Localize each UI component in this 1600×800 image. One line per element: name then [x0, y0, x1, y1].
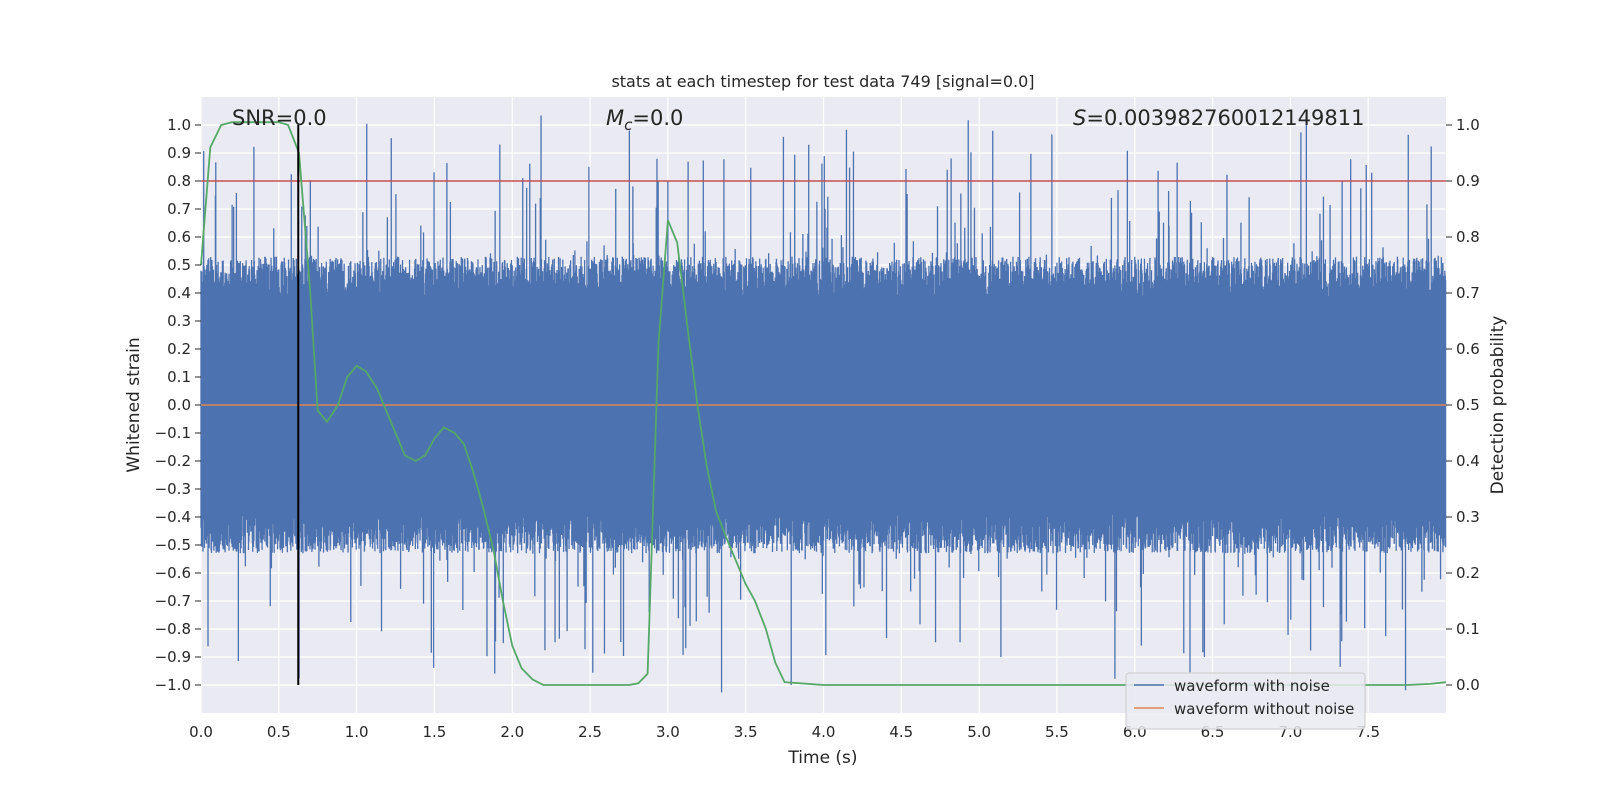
y-tick-label: 0.2: [167, 340, 191, 358]
chart-title: stats at each timestep for test data 749…: [611, 72, 1034, 91]
y2-tick-label: 0.4: [1456, 452, 1480, 470]
y-tick-label: 0.0: [167, 396, 191, 414]
score-annotation: S=0.003982760012149811: [1073, 106, 1364, 130]
score-value: =0.003982760012149811: [1086, 106, 1364, 130]
y-tick-label: 0.3: [167, 312, 191, 330]
y2-tick-label: 0.7: [1456, 284, 1480, 302]
y2-tick-label: 0.2: [1456, 564, 1480, 582]
y-tick-label: −0.6: [155, 564, 191, 582]
y-tick-label: −0.8: [155, 620, 191, 638]
y-tick-label: 0.9: [167, 144, 191, 162]
x-tick-label: 4.5: [889, 723, 913, 741]
chirp-mass-annotation: Mc=0.0: [606, 106, 683, 134]
x-tick-label: 2.5: [578, 723, 602, 741]
x-tick-label: 3.0: [656, 723, 680, 741]
y-tick-label: −0.1: [155, 424, 191, 442]
y-tick-label: −0.5: [155, 536, 191, 554]
y-tick-label: 0.5: [167, 256, 191, 274]
y2-tick-label: 0.3: [1456, 508, 1480, 526]
y-tick-label: −0.9: [155, 648, 191, 666]
y-tick-label: 0.8: [167, 172, 191, 190]
y-axis-label: Whitened strain: [124, 337, 144, 472]
axes: 0.0 0.5 1.0 1.5 2.0 2.5 3.0 3.5 4.0 4.5 5.0 5.5 6.0 6…: [155, 116, 1480, 741]
x-tick-label: 1.0: [345, 723, 369, 741]
y-tick-label: 0.7: [167, 200, 191, 218]
x-tick-label: 2.0: [500, 723, 524, 741]
y-tick-label: 0.1: [167, 368, 191, 386]
legend-box: [1125, 672, 1366, 730]
y-tick-label: 0.4: [167, 284, 191, 302]
y2-axis-label: Detection probability: [1488, 316, 1508, 495]
chirp-mass-subscript: c: [624, 116, 633, 134]
x-tick-label: 4.0: [812, 723, 836, 741]
y-tick-label: 1.0: [167, 116, 191, 134]
y2-tick-label: 0.1: [1456, 620, 1480, 638]
x-tick-label: 0.0: [189, 723, 213, 741]
overlay-lines: [200, 121, 1447, 686]
legend-label-noisy: waveform with noise: [1174, 677, 1330, 695]
x-tick-label: 5.0: [967, 723, 991, 741]
x-tick-label: 0.5: [267, 723, 291, 741]
y-tick-label: −1.0: [155, 676, 191, 694]
x-tick-label: 3.5: [734, 723, 758, 741]
score-symbol: S: [1073, 106, 1086, 130]
y-tick-label: −0.4: [155, 508, 191, 526]
x-axis-label: Time (s): [787, 748, 857, 768]
y2-tick-label: 0.9: [1456, 172, 1480, 190]
y-tick-label: −0.7: [155, 592, 191, 610]
y2-tick-label: 0.6: [1456, 340, 1480, 358]
y2-tick-label: 0.5: [1456, 396, 1480, 414]
legend: waveform with noise waveform without noi…: [1125, 672, 1366, 730]
x-tick-label: 5.5: [1045, 723, 1069, 741]
detection-probability-line: [200, 121, 1447, 686]
y2-tick-label: 0.0: [1456, 676, 1480, 694]
y2-tick-label: 0.8: [1456, 228, 1480, 246]
chirp-mass-symbol: M: [606, 106, 624, 130]
y-tick-label: 0.6: [167, 228, 191, 246]
snr-annotation: SNR=0.0: [232, 106, 327, 130]
y2-tick-label: 1.0: [1456, 116, 1480, 134]
x-tick-label: 1.5: [423, 723, 447, 741]
legend-label-clean: waveform without noise: [1174, 700, 1354, 718]
chirp-mass-value: =0.0: [632, 106, 683, 130]
y-tick-label: −0.3: [155, 480, 191, 498]
y-tick-label: −0.2: [155, 452, 191, 470]
